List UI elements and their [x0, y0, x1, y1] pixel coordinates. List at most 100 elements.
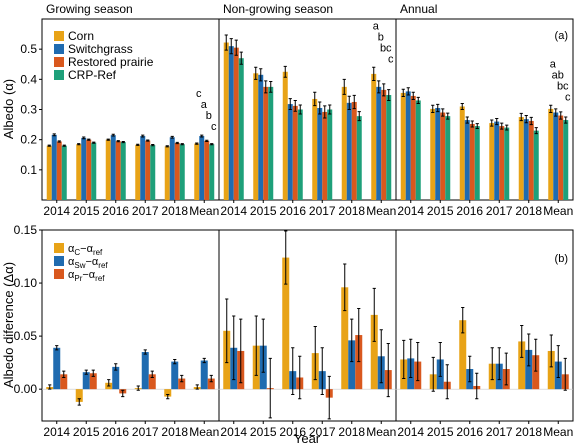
- legend-corn-diff-sub2: ref: [93, 248, 103, 257]
- a-error-bar-1-0-3: [239, 51, 243, 65]
- a-error-bar-0-1-3: [92, 141, 96, 144]
- a-error-bar-1-5-3: [387, 89, 391, 101]
- a-bar-2-5-0: [548, 108, 554, 200]
- a-bar-2-0-2: [410, 95, 416, 200]
- a-error-bar-1-3-1: [318, 101, 322, 115]
- a-bar-1-4-0: [341, 86, 347, 200]
- a-bar-1-0-2: [233, 47, 239, 201]
- a-bar-2-4-2: [528, 120, 534, 200]
- b-bar-2-5-0: [547, 350, 555, 390]
- panel-b-bars: [42, 230, 573, 420]
- b-error-bar-1-0-2: [239, 318, 243, 384]
- a-bar-0-4-0: [164, 146, 170, 200]
- b-x-tick-label-2-2016: 2016: [456, 425, 483, 439]
- panel-a-x-axis: 2014 2015 2016 2017 2018 Mean 2014 2015 2016 2017…: [43, 200, 573, 218]
- a-bar-2-3-2: [499, 126, 505, 200]
- b-bar-1-5-0: [370, 314, 378, 390]
- b-x-tick-label-2-2017: 2017: [486, 425, 513, 439]
- b-error-bar-1-2-0: [284, 230, 288, 285]
- a-bar-0-2-1: [110, 135, 116, 200]
- b-error-bar-0-0-1: [55, 345, 59, 351]
- b-error-bar-1-5-2: [386, 343, 390, 398]
- a-bar-1-1-2: [263, 86, 269, 200]
- a-error-bar-2-0-2: [411, 91, 415, 101]
- b-error-bar-1-2-1: [291, 347, 295, 395]
- b-x-tick-label-0-2016: 2016: [102, 425, 129, 439]
- legend-label-prairie: Restored prairie: [68, 55, 154, 69]
- b-y-tick-label-3: 0.15: [14, 223, 38, 237]
- legend-label-corn-diff: αC−αref: [68, 243, 103, 257]
- b-y-tick-label-1: 0.05: [14, 329, 38, 343]
- b-error-bar-0-2-0: [107, 379, 111, 387]
- b-bar-0-4-2: [178, 378, 186, 390]
- a-bar-0-1-3: [91, 142, 97, 200]
- a-bar-0-0-2: [56, 141, 62, 200]
- a-error-bar-2-4-0: [519, 112, 523, 122]
- b-error-bar-0-2-2: [121, 389, 125, 398]
- a-x-tick-label-1-2014: 2014: [220, 204, 247, 218]
- b-bar-0-1-2: [89, 373, 97, 390]
- b-error-bar-2-2-1: [468, 355, 472, 383]
- b-error-bar-1-1-1: [261, 318, 265, 373]
- a-bar-2-4-1: [523, 119, 529, 200]
- a-error-bar-1-5-1: [377, 80, 381, 94]
- a-error-bar-2-1-2: [441, 108, 445, 117]
- a-error-bar-0-0-1: [52, 133, 56, 137]
- a-bar-0-4-2: [174, 142, 180, 200]
- a-bar-2-0-3: [415, 100, 421, 200]
- b-bar-1-4-2: [355, 335, 363, 390]
- panel-b-label: (b): [555, 253, 568, 265]
- legend-pr-diff-mid: −α: [82, 269, 95, 281]
- a-bar-1-1-1: [258, 74, 264, 200]
- b-error-bar-0-0-0: [48, 384, 52, 390]
- a-error-bar-2-1-3: [446, 112, 450, 120]
- b-error-bar-0-0-2: [62, 370, 66, 378]
- legend-pr-diff-sub2: ref: [95, 274, 105, 283]
- a-bar-0-5-0: [194, 143, 200, 200]
- panel-b-x-axis: 2014 2015 2016 2017 2018 Mean 2014 2015 2016 2017…: [43, 421, 573, 439]
- b-error-bar-1-0-1: [232, 315, 236, 381]
- a-bar-0-2-3: [120, 142, 126, 200]
- panel-b-facet-frame-3: [395, 229, 574, 422]
- legend-swatch-prairie: [54, 57, 64, 67]
- a-sig-letter-0-0: c: [196, 88, 202, 100]
- legend-sw-diff-mid: −α: [85, 256, 98, 268]
- b-error-bar-1-1-2: [268, 357, 272, 419]
- a-error-bar-0-4-3: [180, 143, 184, 146]
- a-error-bar-1-1-0: [254, 66, 258, 80]
- b-bar-0-1-1: [82, 372, 90, 390]
- a-bar-0-1-0: [76, 144, 82, 200]
- a-sig-letter-2-2: bc: [557, 80, 569, 92]
- a-bar-1-0-0: [223, 42, 229, 200]
- a-bar-2-1-2: [440, 112, 446, 200]
- b-x-tick-label-2-2018: 2018: [515, 425, 542, 439]
- b-error-bar-1-0-0: [225, 298, 229, 364]
- a-error-bar-0-0-3: [62, 144, 66, 147]
- a-error-bar-1-5-2: [382, 83, 386, 97]
- a-error-bar-1-1-1: [259, 68, 263, 82]
- a-x-tick-label-2-2015: 2015: [427, 204, 454, 218]
- a-bar-1-5-3: [386, 95, 392, 200]
- a-bar-0-1-2: [86, 139, 92, 200]
- a-error-bar-2-3-3: [505, 124, 509, 131]
- a-error-bar-2-4-3: [534, 127, 538, 135]
- a-error-bar-2-1-0: [431, 104, 435, 114]
- a-sig-letter-0-1: a: [201, 99, 208, 111]
- b-error-bar-1-3-0: [313, 326, 317, 381]
- a-y-tick-label-0: 0.1: [20, 163, 37, 177]
- b-error-bar-2-4-2: [534, 338, 538, 372]
- a-x-tick-label-1-mean: Mean: [366, 204, 396, 218]
- facet-title-growing: Growing season: [46, 2, 133, 16]
- b-bar-1-4-0: [341, 287, 349, 390]
- a-sig-letter-1-2: bc: [380, 42, 392, 54]
- b-bar-2-4-1: [525, 349, 533, 390]
- a-bar-1-3-3: [327, 109, 333, 200]
- a-error-bar-2-4-2: [529, 116, 533, 126]
- b-error-bar-1-3-2: [327, 375, 331, 420]
- a-error-bar-2-3-2: [500, 122, 504, 130]
- panel-a-y-axis: 0.1 0.2 0.3 0.4 0.5: [20, 42, 42, 177]
- b-bar-0-3-2: [148, 374, 156, 390]
- a-bar-0-3-2: [145, 140, 151, 200]
- b-error-bar-1-4-2: [357, 308, 361, 363]
- a-error-bar-2-0-3: [416, 96, 420, 104]
